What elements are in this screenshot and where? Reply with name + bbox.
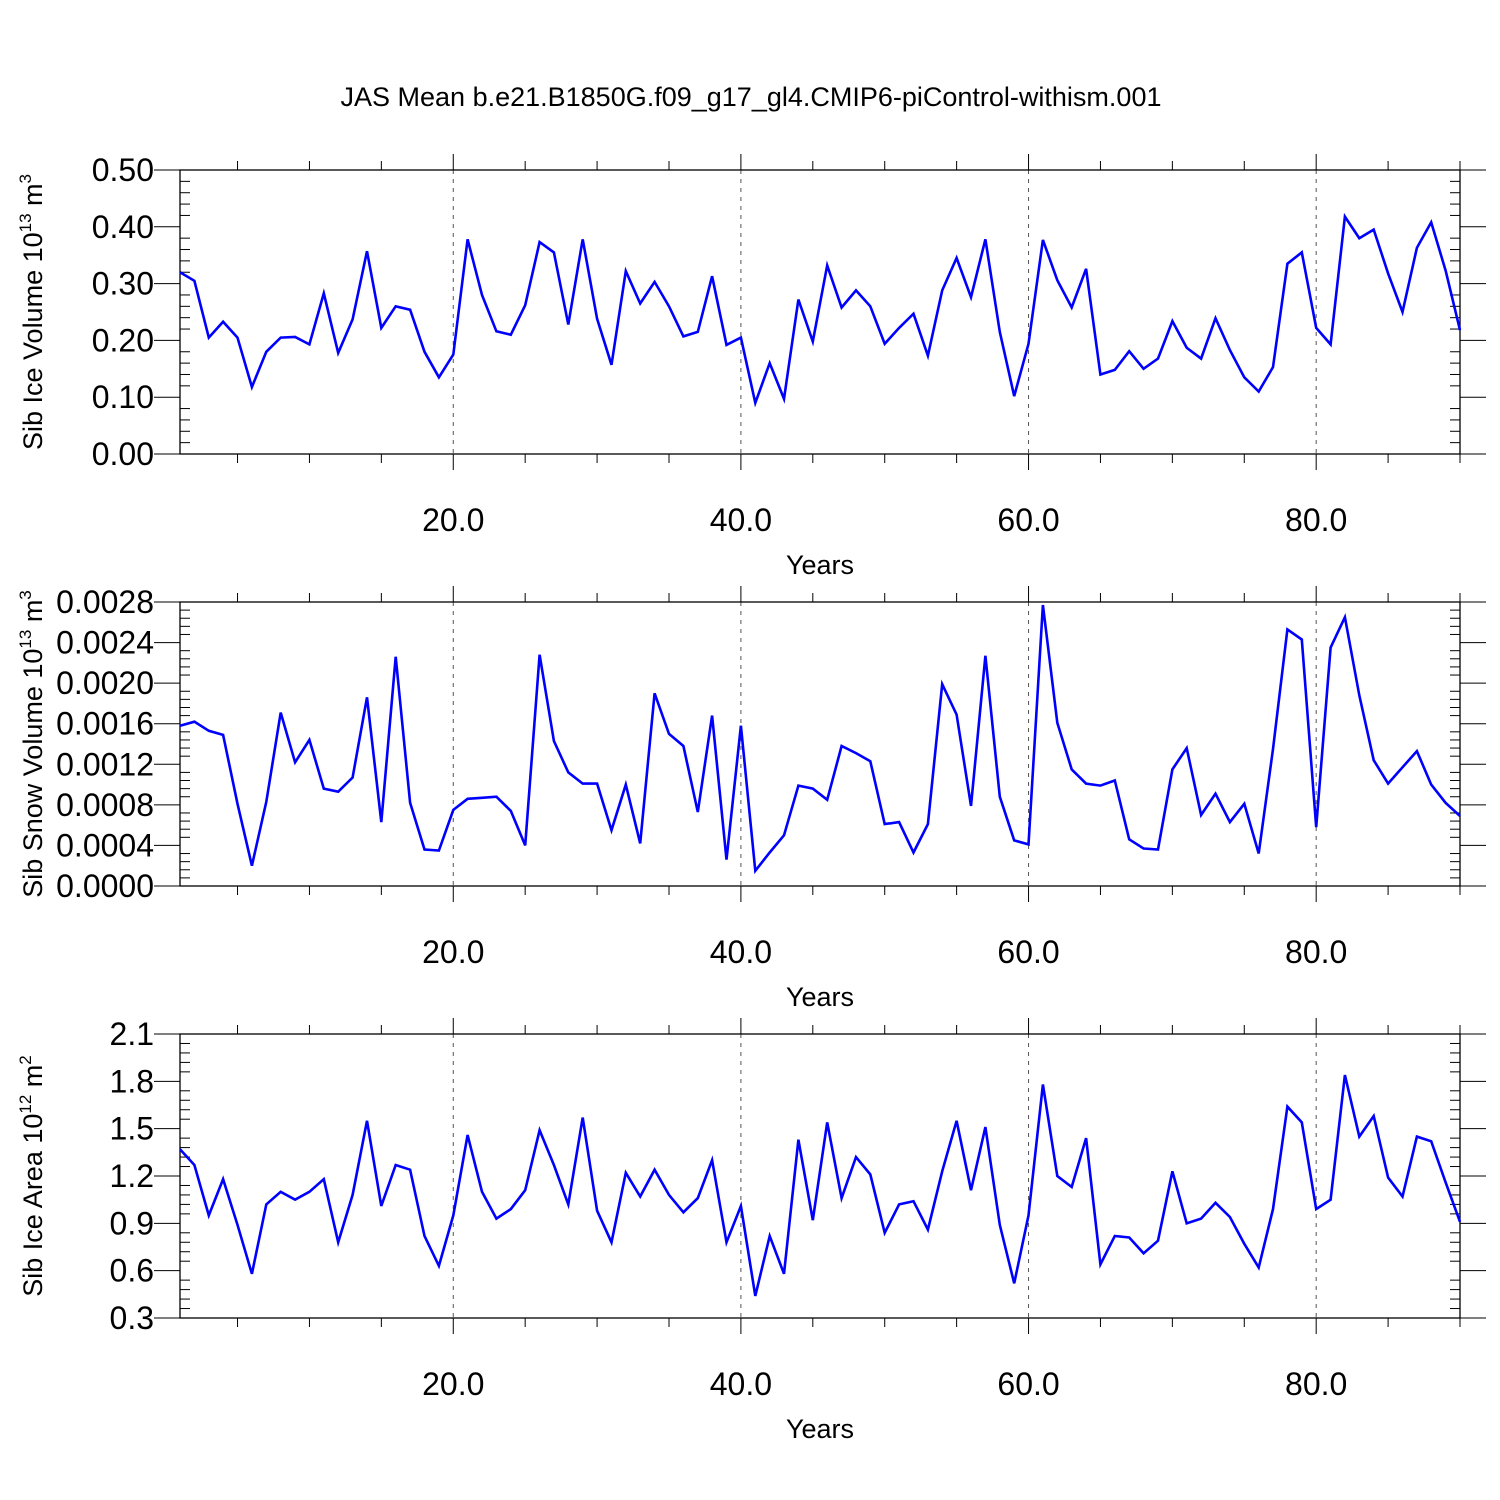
panel-2: 0.0000 0.0004 0.0008 0.0012 0.0016 0.0020 0.00…: [16, 584, 1486, 1012]
y-tick-label: 0.9: [110, 1205, 154, 1241]
y-tick-label: 2.1: [110, 1016, 154, 1052]
y-tick-label: 0.30: [92, 266, 154, 302]
x-tick-label: 20.0: [422, 934, 484, 970]
x-tick-label: 80.0: [1285, 1366, 1347, 1402]
x-tick-label: 80.0: [1285, 502, 1347, 538]
y-axis-label: Sib Ice Volume 1013 m3: [16, 174, 48, 450]
x-tick-label: 40.0: [710, 934, 772, 970]
y-tick-label: 0.40: [92, 209, 154, 245]
x-tick-label: 60.0: [997, 502, 1059, 538]
y-tick-label: 0.0012: [56, 746, 154, 782]
plot-frame: [179, 169, 1461, 455]
y-tick-label: 0.0008: [56, 787, 154, 823]
figure-title: JAS Mean b.e21.B1850G.f09_g17_gl4.CMIP6-…: [341, 82, 1162, 112]
series-line: [179, 1074, 1462, 1297]
x-tick-label: 80.0: [1285, 934, 1347, 970]
x-tick-label: 20.0: [422, 502, 484, 538]
x-tick-label: 20.0: [422, 1366, 484, 1402]
y-tick-label: 0.00: [92, 436, 154, 472]
y-tick-label: 0.6: [110, 1253, 154, 1289]
y-tick-label: 0.0004: [56, 827, 154, 863]
y-tick-label: 0.0000: [56, 868, 154, 904]
x-axis-label: Years: [786, 550, 854, 580]
series-line: [179, 604, 1461, 875]
y-tick-label: 0.50: [92, 152, 154, 188]
x-tick-label: 60.0: [997, 934, 1059, 970]
y-tick-label: 0.0028: [56, 584, 154, 620]
plot-frame: [179, 601, 1461, 887]
y-tick-label: 1.5: [110, 1111, 154, 1147]
y-tick-label: 0.0016: [56, 706, 154, 742]
x-tick-label: 40.0: [710, 1366, 772, 1402]
y-tick-label: 1.8: [110, 1063, 154, 1099]
y-tick-label: 0.0020: [56, 665, 154, 701]
y-tick-label: 0.0024: [56, 625, 154, 661]
x-axis-label: Years: [786, 1414, 854, 1444]
series-line: [179, 212, 1462, 408]
y-tick-label: 0.3: [110, 1300, 154, 1336]
y-tick-label: 0.20: [92, 322, 154, 358]
y-axis-label: Sib Ice Area 1012 m2: [16, 1055, 48, 1297]
x-tick-label: 60.0: [997, 1366, 1059, 1402]
y-tick-label: 0.10: [92, 379, 154, 415]
y-axis-label: Sib Snow Volume 1013 m3: [16, 590, 48, 898]
x-tick-label: 40.0: [710, 502, 772, 538]
panel-1: 0.00 0.10 0.20 0.30 0.40 0.50 20.0 40.0 60.0 80.0…: [16, 152, 1486, 580]
x-axis-label: Years: [786, 982, 854, 1012]
panel-3: 0.3 0.6 0.9 1.2 1.5 1.8 2.1 20.0 40.0 60.0 80.0 Yea…: [16, 1016, 1486, 1444]
y-tick-label: 1.2: [110, 1158, 154, 1194]
